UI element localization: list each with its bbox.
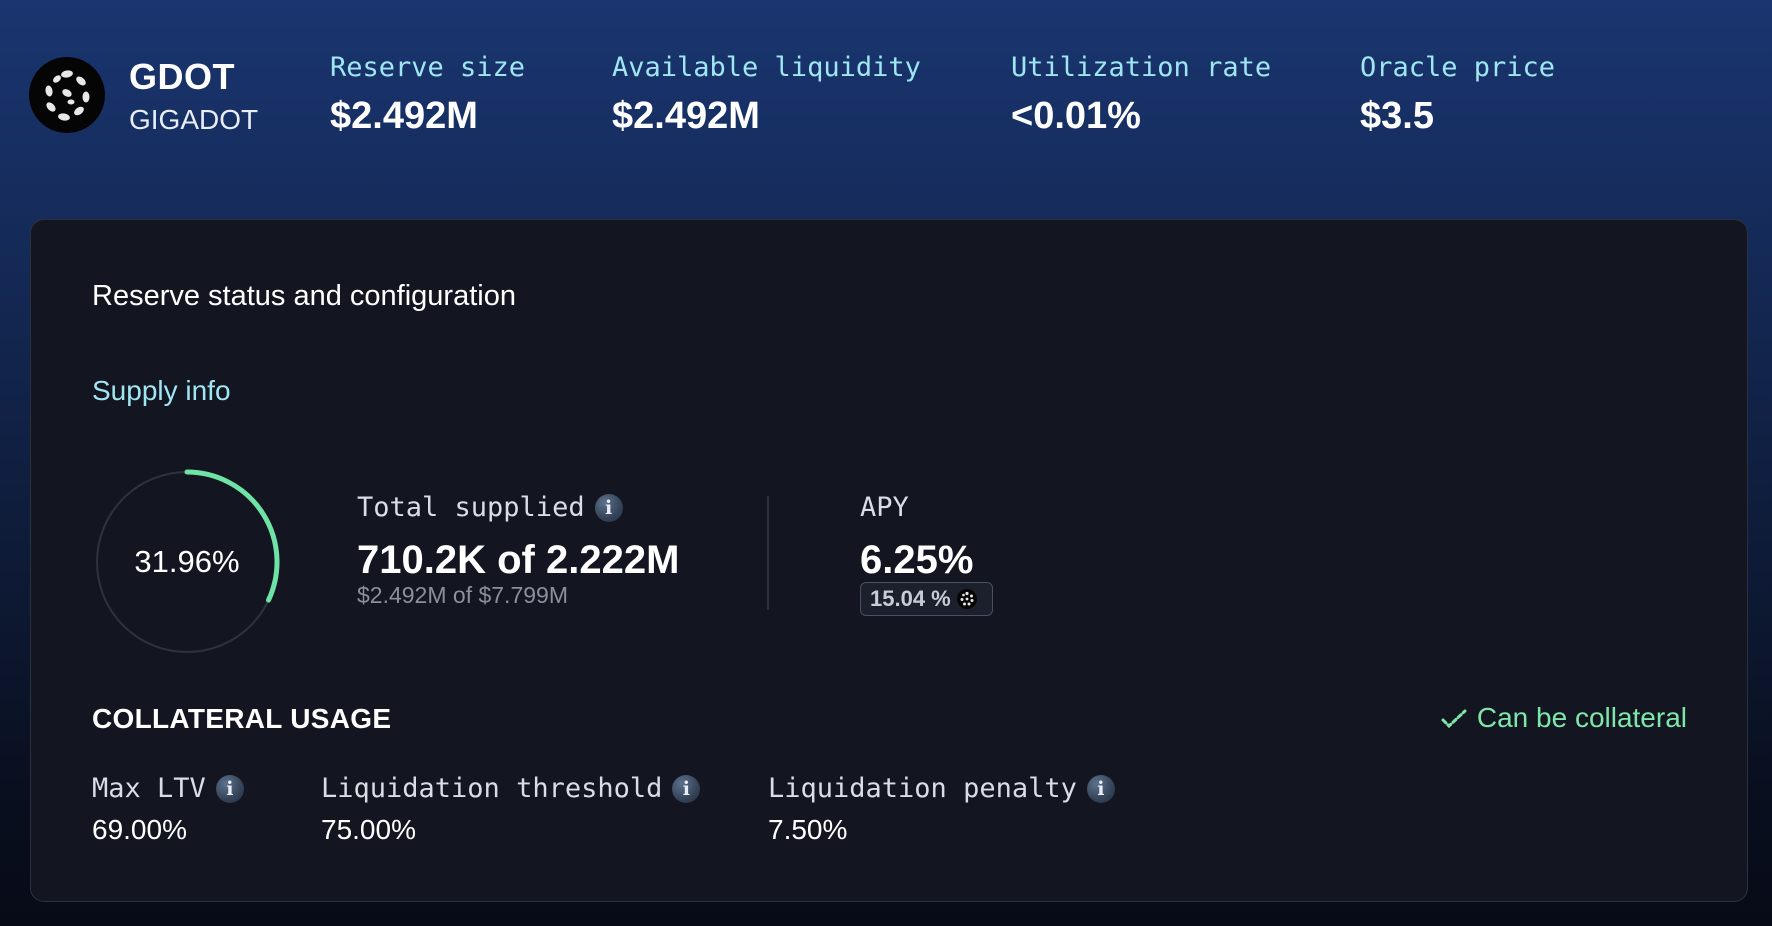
collateral-usage-heading: COLLATERAL USAGE xyxy=(92,703,392,734)
info-icon[interactable]: i xyxy=(215,774,244,803)
check-icon xyxy=(1441,709,1467,728)
gigadot-logo-icon xyxy=(29,57,105,133)
param-value: 7.50% xyxy=(768,814,848,845)
gigadot-logo-icon xyxy=(956,589,977,609)
info-icon[interactable]: i xyxy=(1086,774,1115,803)
param-liquidation-penalty: Liquidation penalty i 7.50% xyxy=(768,773,1115,846)
collateral-status-text: Can be collateral xyxy=(1476,702,1687,733)
stat-label: Reserve size xyxy=(330,52,526,83)
param-label: Liquidation penalty i xyxy=(768,773,1115,804)
param-label-text: Liquidation penalty xyxy=(768,773,1077,804)
param-label-text: Max LTV xyxy=(92,773,206,804)
stat-oracle-price: Oracle price $3.5 xyxy=(1360,52,1555,138)
total-supplied-usd: $2.492M of $7.799M xyxy=(357,582,568,608)
info-icon[interactable]: i xyxy=(594,493,623,522)
card-title: Reserve status and configuration xyxy=(92,280,516,312)
stat-label: Utilization rate xyxy=(1011,52,1272,83)
param-label: Max LTV i xyxy=(92,773,244,804)
param-liquidation-threshold: Liquidation threshold i 75.00% xyxy=(321,773,701,846)
apy-label: APY xyxy=(860,492,909,523)
supply-progress-ring: 31.96% xyxy=(92,467,282,657)
collateral-status: Can be collateral xyxy=(1441,702,1687,734)
token-name: GIGADOT xyxy=(129,104,259,135)
apy-value: 6.25% xyxy=(860,538,974,582)
apy-incentive-value: 15.04 % xyxy=(870,586,951,611)
stat-available-liquidity: Available liquidity $2.492M xyxy=(612,52,921,138)
total-supplied-label: Total supplied i xyxy=(357,492,623,523)
ring-percent-label: 31.96% xyxy=(134,544,240,579)
stat-reserve-size: Reserve size $2.492M xyxy=(330,52,525,138)
stat-label: Available liquidity xyxy=(612,52,921,83)
info-icon[interactable]: i xyxy=(672,774,701,803)
stat-label: Oracle price xyxy=(1360,52,1556,83)
supply-info-heading: Supply info xyxy=(92,375,231,406)
apy-incentive-badge[interactable]: 15.04 % xyxy=(860,582,993,616)
ring-progress-arc xyxy=(184,469,280,603)
total-supplied-value: 710.2K of 2.222M xyxy=(357,538,680,582)
token-symbol: GDOT xyxy=(129,56,235,97)
reserve-status-card: Reserve status and configuration Supply … xyxy=(30,219,1748,902)
total-supplied-label-text: Total supplied xyxy=(357,492,585,523)
stat-value: $2.492M xyxy=(330,95,478,137)
param-value: 69.00% xyxy=(92,814,187,845)
stat-value: $3.5 xyxy=(1360,95,1434,137)
vertical-divider xyxy=(767,496,769,610)
param-label-text: Liquidation threshold xyxy=(321,773,663,804)
param-value: 75.00% xyxy=(321,814,416,845)
param-label: Liquidation threshold i xyxy=(321,773,701,804)
stat-utilization-rate: Utilization rate <0.01% xyxy=(1011,52,1271,138)
stat-value: <0.01% xyxy=(1011,95,1141,137)
stat-value: $2.492M xyxy=(612,95,760,137)
param-max-ltv: Max LTV i 69.00% xyxy=(92,773,244,846)
asset-header: GDOT GIGADOT Reserve size $2.492M Availa… xyxy=(0,0,1772,210)
